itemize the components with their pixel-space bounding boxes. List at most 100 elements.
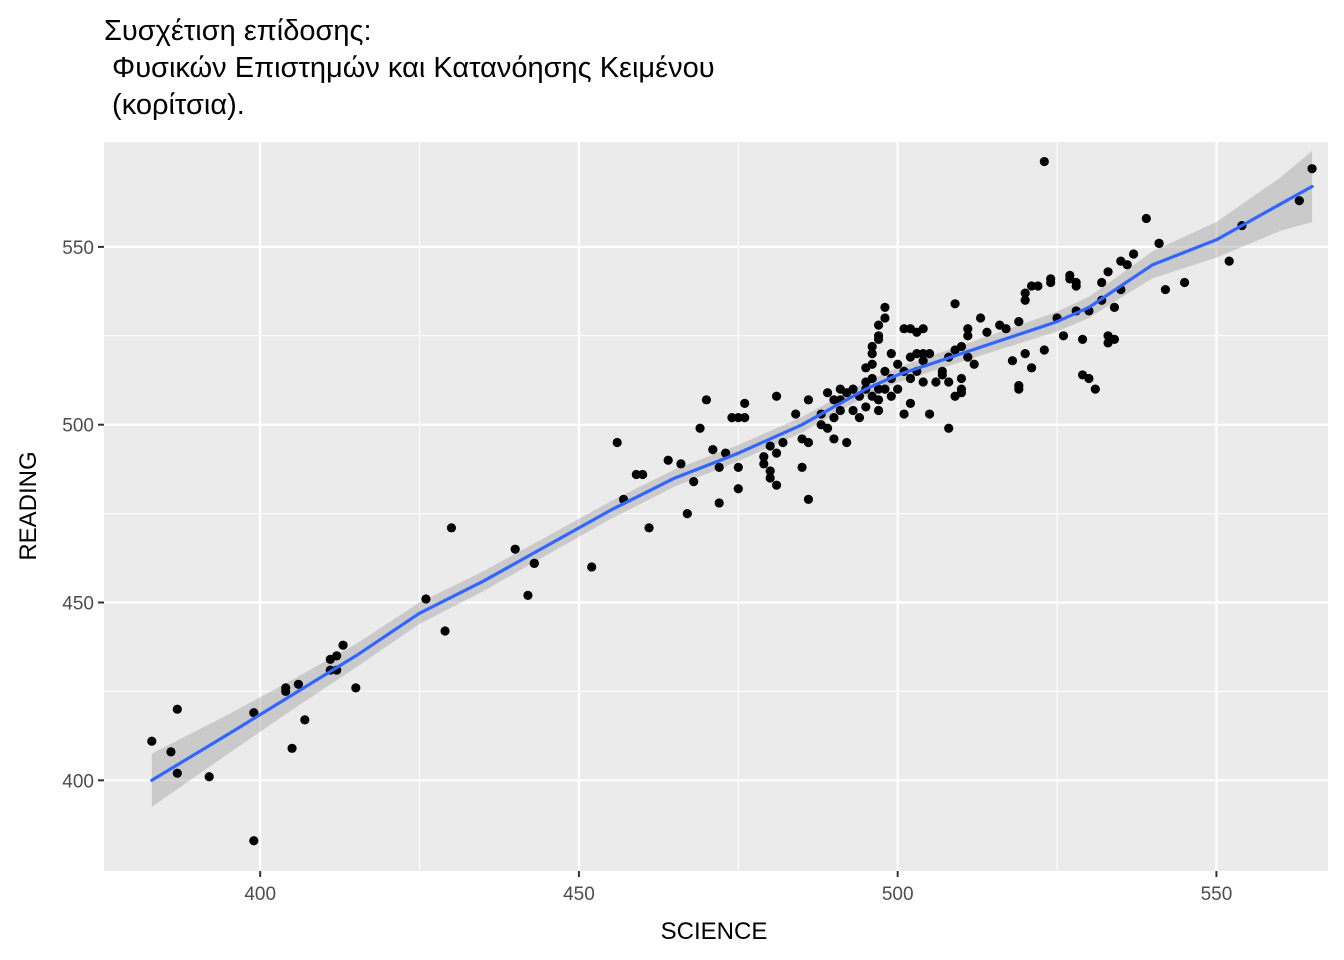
data-point (924, 348, 935, 359)
chart-title: Συσχέτιση επίδοσης: Φυσικών Επιστημών κα… (104, 15, 715, 121)
data-point (1026, 363, 1037, 373)
data-point (172, 704, 182, 714)
title-line-2: Φυσικών Επιστημών και Κατανόησης Κειμένο… (104, 52, 715, 84)
data-point (1020, 295, 1030, 305)
data-point (873, 320, 884, 330)
data-point (446, 523, 457, 533)
data-point (867, 373, 877, 384)
data-point (918, 377, 928, 387)
data-point (695, 423, 705, 433)
y-tick-label: 400 (62, 771, 94, 792)
data-point (529, 558, 539, 568)
data-point (867, 348, 877, 359)
data-point (771, 448, 782, 458)
data-point (963, 331, 973, 341)
data-point (612, 437, 622, 448)
data-point (1103, 267, 1113, 277)
data-point (873, 334, 884, 344)
data-point (1141, 213, 1151, 224)
data-point (861, 402, 871, 412)
data-point (1039, 156, 1049, 167)
data-point (1154, 238, 1164, 248)
data-point (1020, 288, 1030, 298)
data-point (249, 708, 259, 718)
data-point (166, 747, 176, 757)
data-point (421, 594, 431, 604)
data-point (733, 462, 743, 472)
data-point (912, 348, 922, 359)
data-point (931, 377, 941, 387)
data-point (880, 313, 890, 323)
data-point (147, 736, 157, 746)
data-point (510, 544, 520, 554)
data-point (893, 384, 903, 394)
data-point (873, 405, 884, 416)
data-point (867, 359, 877, 369)
data-point (899, 324, 909, 334)
data-point (1077, 334, 1088, 344)
data-point (1046, 277, 1056, 288)
y-tick-label: 500 (62, 416, 94, 437)
data-point (899, 409, 909, 419)
data-point (1001, 324, 1011, 334)
data-point (1179, 277, 1190, 288)
data-point (1090, 384, 1100, 394)
data-point (950, 299, 960, 309)
x-tick-label: 550 (1201, 884, 1233, 905)
data-point (1097, 277, 1107, 288)
data-point (1071, 281, 1081, 291)
data-point (854, 412, 865, 423)
data-point (867, 341, 877, 352)
data-point (880, 302, 890, 312)
data-point (1084, 373, 1094, 384)
data-point (759, 452, 769, 462)
data-point (1014, 316, 1024, 327)
data-point (1122, 260, 1132, 270)
y-tick-label: 450 (62, 594, 94, 615)
data-point (1007, 356, 1018, 366)
x-tick-label: 450 (563, 884, 595, 905)
data-point (944, 377, 954, 387)
data-point (893, 359, 903, 369)
data-point (956, 373, 967, 384)
data-point (771, 480, 782, 490)
data-point (638, 469, 648, 480)
data-point (733, 412, 743, 423)
data-point (1020, 348, 1030, 359)
data-point (523, 590, 533, 601)
data-point (822, 423, 833, 433)
x-tick-label: 500 (882, 884, 914, 905)
data-point (886, 348, 896, 359)
data-point (287, 743, 297, 753)
data-point (663, 455, 673, 465)
data-point (829, 395, 839, 405)
data-point (720, 448, 731, 458)
data-point (829, 434, 839, 444)
data-point (873, 384, 884, 394)
data-point (1307, 164, 1317, 174)
data-point (682, 509, 692, 519)
data-point (873, 395, 884, 405)
data-point (689, 477, 699, 487)
data-point (676, 459, 686, 469)
data-point (963, 352, 973, 362)
grid-minor (104, 142, 1328, 871)
title-line-3: (κορίτσια). (104, 89, 245, 121)
data-point (351, 683, 361, 693)
data-point (1039, 345, 1049, 355)
data-point (975, 313, 986, 323)
data-point (982, 327, 992, 337)
data-point (1160, 284, 1171, 295)
data-point (293, 679, 304, 689)
data-point (803, 395, 814, 405)
y-tick-label: 550 (62, 238, 94, 259)
data-point (1224, 256, 1234, 266)
data-point (880, 366, 890, 376)
plot-panel (104, 142, 1328, 871)
data-point (797, 462, 807, 472)
data-point (440, 626, 450, 636)
data-point (918, 348, 928, 359)
data-point (848, 405, 858, 416)
data-point (204, 772, 214, 782)
